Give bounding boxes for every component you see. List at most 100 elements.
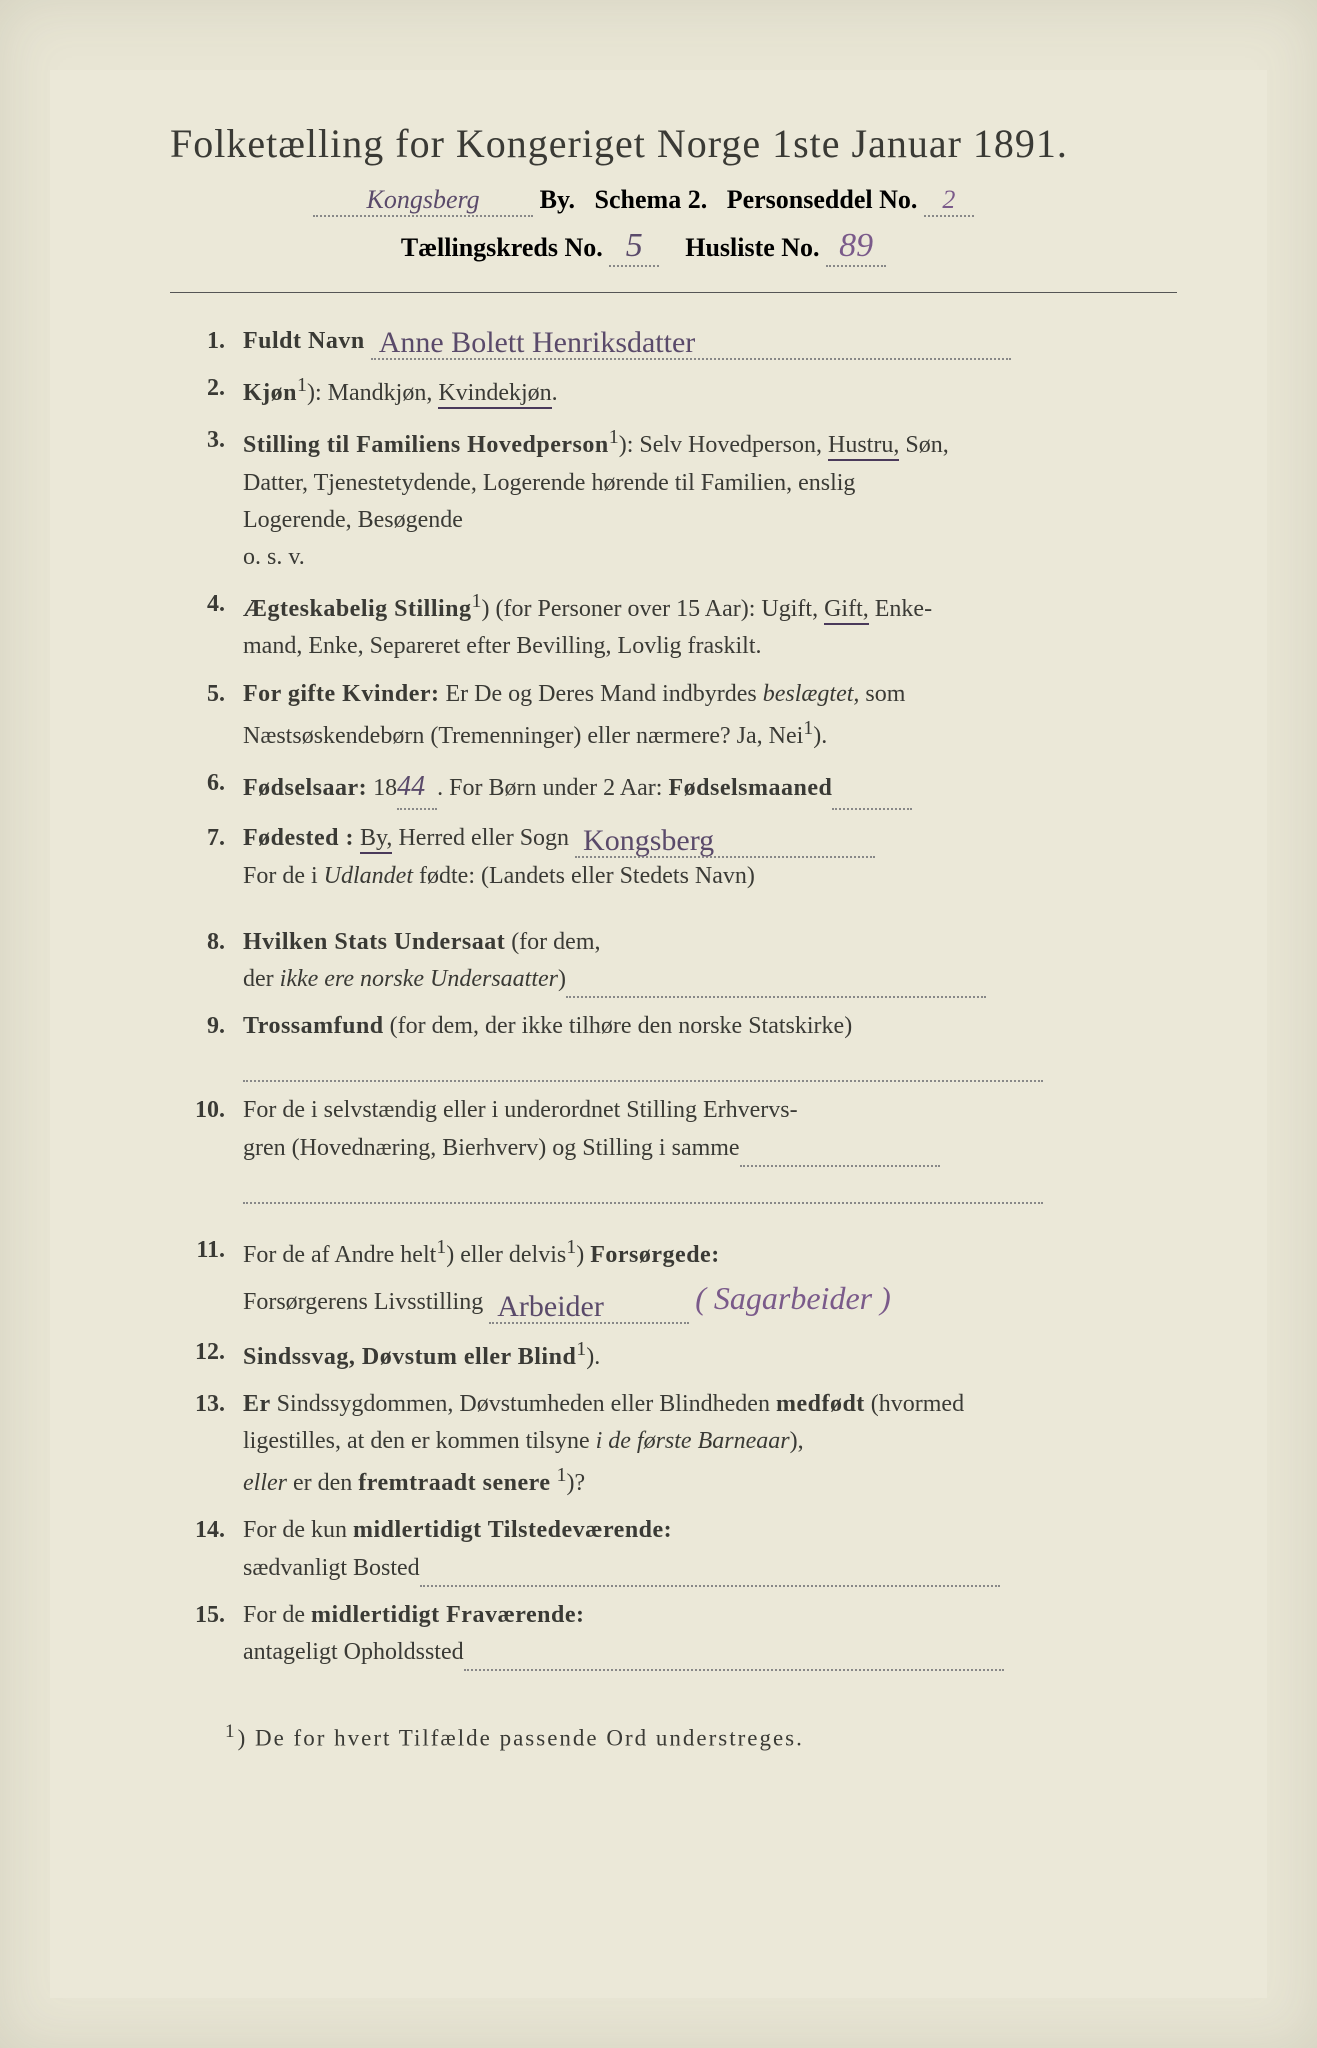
cont-11: Forsørgerens Livsstilling — [243, 1289, 483, 1315]
num-8: 8. — [170, 924, 243, 998]
num-6: 6. — [170, 765, 243, 810]
num-10: 10. — [170, 1092, 243, 1204]
label-13c: fremtraadt senere — [358, 1470, 550, 1496]
label-1: Fuldt Navn — [243, 328, 365, 354]
footnote-text: ) De for hvert Tilfælde passende Ord und… — [238, 1726, 804, 1751]
text-5a: Er De og Deres Mand indbyrdes — [440, 681, 763, 707]
italic-7: Udlandet — [324, 863, 413, 889]
item-15: 15. For de midlertidigt Fraværende: anta… — [170, 1597, 1177, 1671]
name-handwritten: Anne Bolett Henriksdatter — [371, 326, 704, 359]
form-paper: Folketælling for Kongeriget Norge 1ste J… — [50, 70, 1267, 1998]
cont-10: gren (Hovednæring, Bierhverv) og Stillin… — [243, 1135, 740, 1161]
main-title: Folketælling for Kongeriget Norge 1ste J… — [170, 120, 1177, 167]
sup-11a: 1 — [436, 1236, 446, 1258]
underlined-4: Gift, — [824, 596, 869, 625]
num-12: 12. — [170, 1334, 243, 1376]
num-5: 5. — [170, 676, 243, 755]
item-12: 12. Sindssvag, Døvstum eller Blind1). — [170, 1334, 1177, 1376]
text-11b: ) eller delvis — [446, 1242, 566, 1268]
cont-5: Næstsøskendebørn (Tremenninger) eller næ… — [243, 723, 803, 749]
footnote: 1) De for hvert Tilfælde passende Ord un… — [170, 1721, 1177, 1752]
item-13: 13. Er Sindssygdommen, Døvstumheden elle… — [170, 1386, 1177, 1503]
text-13a: Sindssygdommen, Døvstumheden eller Blind… — [271, 1391, 776, 1417]
cont-14: sædvanligt Bosted — [243, 1555, 420, 1581]
sup-2: 1 — [297, 374, 307, 396]
text-4a: ) (for Personer over 15 Aar): Ugift, — [482, 596, 825, 622]
birthplace-hand: Kongsberg — [575, 824, 722, 857]
item-2: 2. Kjøn1): Mandkjøn, Kvindekjøn. — [170, 370, 1177, 412]
label-2: Kjøn — [243, 380, 297, 406]
cont-13ab: ), — [790, 1428, 804, 1454]
text-5b: som — [859, 681, 905, 707]
husliste-no: 89 — [839, 227, 873, 264]
text-6a: 18 — [367, 775, 397, 801]
text-4b: Enke- — [869, 596, 932, 622]
italic-8: ikke ere norske Undersaatter — [280, 966, 558, 992]
footnote-sup: 1 — [225, 1721, 238, 1742]
num-7: 7. — [170, 820, 243, 895]
kreds-label: Tællingskreds No. — [401, 233, 603, 262]
text-11a: For de af Andre helt — [243, 1242, 436, 1268]
item-5: 5. For gifte Kvinder: Er De og Deres Man… — [170, 676, 1177, 755]
italic-13: i de første Barneaar — [596, 1428, 790, 1454]
num-14: 14. — [170, 1512, 243, 1586]
fill-14 — [420, 1585, 1000, 1587]
cont-3a: Datter, Tjenestetydende, Logerende høren… — [243, 465, 1177, 502]
item-9: 9. Trossamfund (for dem, der ikke tilhør… — [170, 1008, 1177, 1082]
text-15: For de — [243, 1602, 311, 1628]
cont-13b: er den — [287, 1470, 358, 1496]
num-15: 15. — [170, 1597, 243, 1671]
text-6b: . For Børn under 2 Aar: — [437, 775, 668, 801]
year-hand: 44 — [397, 765, 437, 810]
scan-page: Folketælling for Kongeriget Norge 1ste J… — [0, 0, 1317, 2048]
personseddel-no: 2 — [942, 185, 955, 214]
label-5: For gifte Kvinder: — [243, 681, 440, 707]
text-11c: ) — [576, 1242, 590, 1268]
item-8: 8. Hvilken Stats Undersaat (for dem, der… — [170, 924, 1177, 998]
label-7: Fødested : — [243, 825, 354, 851]
label-13a: Er — [243, 1391, 271, 1417]
label-11: Forsørgede: — [590, 1242, 719, 1268]
cont-7b: fødte: (Landets eller Stedets Navn) — [413, 863, 755, 889]
by-label: By. — [540, 185, 575, 214]
cont-4: mand, Enke, Separeret efter Bevilling, L… — [243, 628, 1177, 665]
sup-11b: 1 — [566, 1236, 576, 1258]
fill-15 — [464, 1669, 1004, 1671]
sup-4: 1 — [472, 590, 482, 612]
item-3: 3. Stilling til Familiens Hovedperson1):… — [170, 422, 1177, 576]
text-14: For de kun — [243, 1517, 353, 1543]
label-13b: medfødt — [776, 1391, 865, 1417]
underlined-3: Hustru, — [828, 432, 899, 461]
italic-5: beslægtet, — [763, 681, 860, 707]
personseddel-label: Personseddel No. — [727, 185, 918, 214]
fill-6 — [832, 808, 912, 810]
text-7: Herred eller Sogn — [392, 825, 569, 851]
item-14: 14. For de kun midlertidigt Tilstedevære… — [170, 1512, 1177, 1586]
sup-3: 1 — [609, 426, 619, 448]
num-3: 3. — [170, 422, 243, 576]
cont-8a: der — [243, 966, 280, 992]
cont-7a: For de i — [243, 863, 324, 889]
occupation-hand-2: ( Sagarbeider ) — [695, 1280, 891, 1316]
label-8: Hvilken Stats Undersaat — [243, 929, 505, 955]
fill-10b — [243, 1202, 1043, 1204]
text-10a: For de i selvstændig eller i underordnet… — [243, 1097, 703, 1123]
cont-3b: Logerende, Besøgende — [243, 502, 1177, 539]
num-11: 11. — [170, 1232, 243, 1324]
label-6b: Fødselsmaaned — [668, 775, 832, 801]
num-13: 13. — [170, 1386, 243, 1503]
text-3a: ): Selv Hovedperson, — [619, 432, 828, 458]
label-12: Sindssvag, Døvstum eller Blind — [243, 1344, 576, 1370]
label-15: midlertidigt Fraværende: — [311, 1602, 585, 1628]
text-12: ). — [586, 1344, 600, 1370]
num-4: 4. — [170, 586, 243, 665]
divider — [170, 292, 1177, 293]
text-2b: . — [552, 380, 558, 406]
cont-15: antageligt Opholdssted — [243, 1639, 464, 1665]
text-13b: (hvormed — [865, 1391, 964, 1417]
item-10: 10. For de i selvstændig eller i underor… — [170, 1092, 1177, 1204]
fill-8 — [566, 996, 986, 998]
occupation-hand: Arbeider — [489, 1290, 612, 1323]
text-5c: ). — [813, 723, 827, 749]
label-9: Trossamfund — [243, 1013, 384, 1039]
